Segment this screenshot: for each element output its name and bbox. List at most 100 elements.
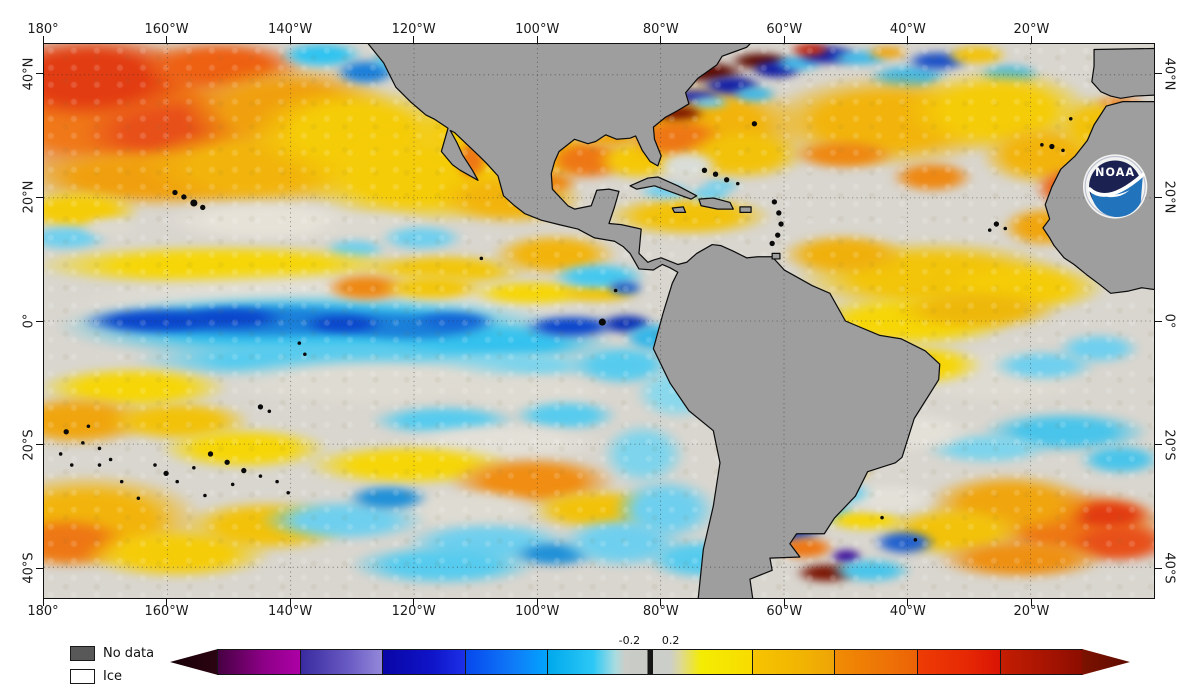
- axis-tick: [1155, 196, 1162, 198]
- anomaly-blob: [826, 557, 916, 584]
- island-speck: [203, 493, 207, 498]
- colorbar-segment: [917, 650, 1000, 674]
- island-speck: [751, 121, 758, 127]
- axis-tick: [660, 36, 662, 43]
- anomaly-blob: [887, 287, 1066, 333]
- axis-tick: [36, 567, 43, 569]
- anomaly-blob: [787, 138, 899, 172]
- island-speck: [58, 452, 63, 456]
- island-specks: [58, 117, 1073, 542]
- island-speck: [172, 189, 178, 196]
- island-speck: [81, 441, 85, 445]
- island-speck: [769, 240, 775, 247]
- island-speck: [86, 424, 91, 429]
- lon-label-top: 180°: [27, 22, 59, 37]
- axis-tick: [536, 599, 538, 606]
- lon-label-top: 20°W: [1013, 22, 1050, 37]
- island-speck: [735, 181, 740, 186]
- lon-label-top: 40°W: [889, 22, 926, 37]
- anomaly-blob: [610, 476, 722, 543]
- lat-label-right: 40°N: [1161, 57, 1177, 91]
- island-speck: [153, 463, 157, 467]
- axis-tick: [783, 36, 785, 43]
- island-speck: [181, 194, 187, 200]
- lat-label-right: 20°S: [1161, 428, 1177, 461]
- island-speck: [1068, 117, 1073, 121]
- island-speck: [97, 463, 102, 467]
- island-speck: [200, 204, 206, 211]
- island-speck: [190, 199, 198, 207]
- colorbar-left-arrow-icon: [170, 649, 218, 675]
- anomaly-blob: [343, 484, 433, 513]
- lon-label-top: 80°W: [642, 22, 679, 37]
- colorbar-scale: [217, 649, 1083, 675]
- anomaly-blob: [943, 44, 1010, 67]
- island-speck: [1049, 143, 1055, 150]
- anomaly-blob: [1054, 332, 1143, 366]
- axis-tick: [36, 73, 43, 75]
- island-speck: [701, 167, 708, 173]
- island-speck: [207, 451, 214, 457]
- island-speck: [230, 482, 235, 487]
- island-speck: [479, 256, 484, 261]
- island-speck: [771, 199, 778, 205]
- sst-anomaly-map: NOAA: [43, 43, 1155, 599]
- anomaly-blob: [1076, 442, 1154, 477]
- lat-label-right: 20°N: [1161, 181, 1177, 214]
- island-speck: [778, 221, 784, 227]
- axis-tick: [1155, 567, 1162, 569]
- island-speck: [108, 457, 113, 462]
- island-speck: [598, 318, 606, 326]
- island-speck: [136, 496, 141, 501]
- island-speck: [119, 479, 124, 484]
- axis-tick: [36, 444, 43, 446]
- lon-label-bottom: 80°W: [642, 604, 679, 619]
- axis-tick: [1155, 444, 1162, 446]
- lon-label-bottom: 160°W: [144, 604, 189, 619]
- anomaly-blob: [865, 44, 910, 61]
- colorbar-segment: [464, 650, 548, 674]
- island-speck: [775, 232, 781, 238]
- island-speck: [1003, 226, 1008, 231]
- axis-tick: [289, 599, 291, 606]
- axis-tick: [413, 599, 415, 606]
- island-speck: [192, 466, 196, 470]
- no-data-swatch: [70, 646, 95, 661]
- anomaly-blob: [870, 529, 938, 556]
- island-speck: [1040, 143, 1044, 147]
- axis-tick: [166, 36, 168, 43]
- lon-label-bottom: 140°W: [268, 604, 313, 619]
- lon-label-top: 60°W: [766, 22, 803, 37]
- anomaly-blob: [821, 509, 910, 532]
- island-speck: [275, 479, 279, 484]
- island-speck: [175, 479, 179, 484]
- colorbar-right-arrow-icon: [1082, 649, 1130, 675]
- axis-tick: [36, 320, 43, 322]
- island-speck: [613, 288, 618, 293]
- island-speck: [286, 490, 290, 495]
- noaa-logo: NOAA: [1082, 154, 1148, 219]
- island-speck: [993, 221, 1000, 227]
- axis-tick: [907, 599, 909, 606]
- colorbar-tick-pos: 0.2: [661, 634, 680, 647]
- lon-label-bottom: 100°W: [515, 604, 560, 619]
- anomaly-blob: [177, 306, 289, 331]
- lat-label-left: 40°S: [21, 552, 37, 584]
- island-speck: [913, 538, 918, 542]
- anomaly-blob: [776, 232, 910, 277]
- lon-label-bottom: 120°W: [391, 604, 436, 619]
- colorbar-segment: [629, 650, 671, 674]
- colorbar-segment: [751, 650, 835, 674]
- colorbar-segment: [670, 650, 752, 674]
- island-speck: [297, 341, 302, 345]
- island-speck: [97, 446, 102, 451]
- axis-tick: [289, 36, 291, 43]
- island-speck: [880, 515, 884, 520]
- lon-label-bottom: 60°W: [766, 604, 803, 619]
- lat-label-left: 20°N: [21, 181, 37, 214]
- island-speck: [776, 210, 782, 216]
- ice-label: Ice: [103, 669, 122, 684]
- lat-label-right: 0°: [1161, 313, 1177, 329]
- lon-label-top: 100°W: [515, 22, 560, 37]
- anomaly-blob: [887, 160, 977, 194]
